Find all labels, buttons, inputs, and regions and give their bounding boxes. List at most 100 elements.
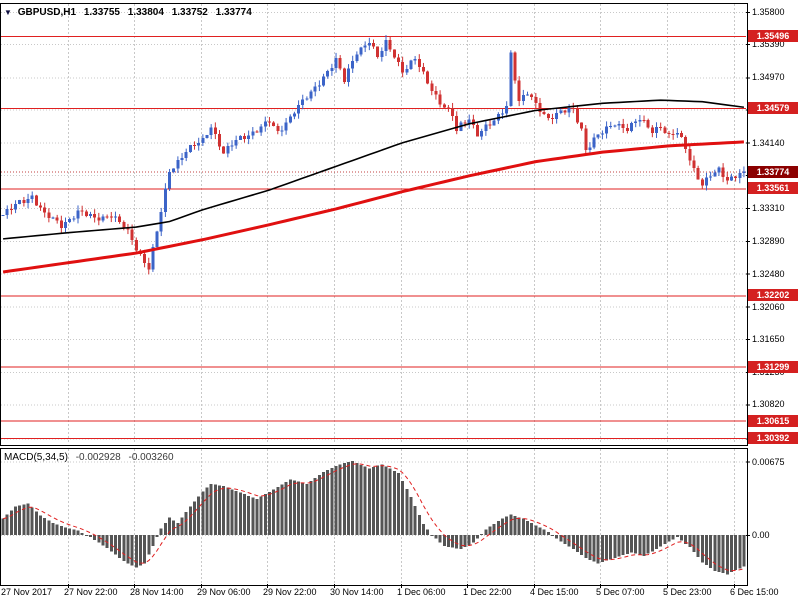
macd-histogram-bar <box>542 529 546 536</box>
candle-body <box>592 137 596 148</box>
candle-body <box>201 137 205 143</box>
candle-body <box>442 104 446 108</box>
candle-body <box>101 216 105 221</box>
candle-body <box>417 59 421 68</box>
macd-histogram-bar <box>667 535 671 542</box>
macd-histogram-bar <box>134 535 138 568</box>
candle-body <box>205 135 209 138</box>
candle-body <box>222 146 226 154</box>
macd-histogram-bar <box>650 535 654 552</box>
candle-body <box>193 144 197 146</box>
candle-body <box>467 119 471 124</box>
macd-histogram-bar <box>251 497 255 536</box>
candle-body <box>22 200 26 204</box>
candle-body <box>463 122 467 124</box>
macd-histogram-bar <box>280 484 284 536</box>
candle-body <box>172 168 176 173</box>
macd-value-axis[interactable]: 0.00675 0.00 <box>747 448 800 584</box>
candle-body <box>43 207 47 213</box>
macd-histogram-bar <box>197 496 201 536</box>
macd-histogram-bar <box>68 528 72 536</box>
candle-body <box>97 217 101 221</box>
candle-body <box>484 124 488 131</box>
candle-body <box>426 71 430 84</box>
macd-histogram-bar <box>663 535 667 545</box>
macd-histogram-bar <box>509 514 513 536</box>
candle-body <box>76 210 80 219</box>
macd-histogram-bar <box>43 517 47 536</box>
candle-body <box>213 127 217 135</box>
candle-body <box>251 131 255 136</box>
macd-histogram-bar <box>392 470 396 536</box>
level-price-box[interactable]: 1.34579 <box>748 102 798 115</box>
macd-histogram-bar <box>255 499 259 536</box>
candle-body <box>59 220 63 228</box>
candle-body <box>600 133 604 135</box>
macd-histogram-bar <box>671 535 675 540</box>
macd-histogram-bar <box>330 468 334 536</box>
macd-histogram-bar <box>72 529 76 536</box>
macd-histogram-bar <box>76 530 80 536</box>
macd-histogram-bar <box>426 529 430 536</box>
macd-histogram-bar <box>188 506 192 536</box>
candle-body <box>521 94 525 102</box>
macd-histogram-bar <box>709 535 713 569</box>
macd-histogram-bar <box>334 466 338 536</box>
collapse-triangle-icon[interactable]: ▼ <box>4 8 12 17</box>
level-price-box[interactable]: 1.31299 <box>748 360 798 373</box>
macd-histogram-bar <box>550 535 554 537</box>
macd-histogram-bar <box>513 515 517 536</box>
candle-body <box>118 216 122 222</box>
macd-histogram-bar <box>351 460 355 536</box>
time-axis[interactable]: 27 Nov 2017 27 Nov 22:00 28 Nov 14:00 29 No… <box>0 586 800 600</box>
macd-histogram-bar <box>47 520 51 536</box>
candle-body <box>609 125 613 127</box>
macd-histogram-bar <box>247 495 251 536</box>
macd-histogram-bar <box>230 489 234 536</box>
macd-histogram-bar <box>313 477 317 536</box>
macd-histogram-bar <box>84 535 88 537</box>
candle-body <box>501 113 505 115</box>
time-axis-label: 5 Dec 23:00 <box>663 587 712 597</box>
candle-body <box>218 134 222 147</box>
macd-histogram-bar <box>267 491 271 536</box>
macd-histogram-bar <box>372 467 375 536</box>
level-price-box[interactable]: 1.35496 <box>748 29 798 42</box>
macd-histogram-bar <box>575 535 579 553</box>
macd-histogram-bar <box>646 535 650 554</box>
candle-body <box>405 68 409 73</box>
macd-histogram-bar <box>700 535 704 563</box>
macd-histogram-bar <box>151 535 155 546</box>
macd-histogram-bar <box>659 535 663 547</box>
level-price-box[interactable]: 1.33561 <box>748 182 798 195</box>
current-price-box: 1.33774 <box>748 165 798 178</box>
candle-body <box>93 213 97 218</box>
macd-histogram-bar <box>93 535 97 540</box>
macd-histogram-bar <box>113 535 117 555</box>
macd-histogram-bar <box>126 535 130 564</box>
macd-histogram-bar <box>138 535 142 566</box>
candle-body <box>696 168 700 180</box>
candle-body <box>1 215 5 217</box>
macd-histogram-bar <box>505 516 509 536</box>
macd-histogram-bar <box>101 535 105 546</box>
price-axis[interactable]: 1.358001.353901.349701.345601.341401.337… <box>747 3 800 445</box>
macd-histogram-bar <box>617 535 621 557</box>
candle-body <box>188 144 192 153</box>
level-price-box[interactable]: 1.30615 <box>748 414 798 427</box>
level-price-box[interactable]: 1.32202 <box>748 289 798 302</box>
candle-body <box>168 172 172 189</box>
candle-body <box>734 176 738 179</box>
macd-histogram-bar <box>476 535 480 539</box>
main-chart-frame[interactable] <box>0 3 748 446</box>
candle-body <box>700 179 704 186</box>
level-price-box[interactable]: 1.30392 <box>748 432 798 445</box>
candle-body <box>88 213 92 216</box>
candle-body <box>359 47 363 55</box>
macd-panel-frame[interactable] <box>0 448 748 586</box>
macd-histogram-bar <box>59 525 63 536</box>
macd-histogram-bar <box>180 517 184 536</box>
macd-histogram-bar <box>109 535 113 552</box>
candle-body <box>725 177 729 181</box>
